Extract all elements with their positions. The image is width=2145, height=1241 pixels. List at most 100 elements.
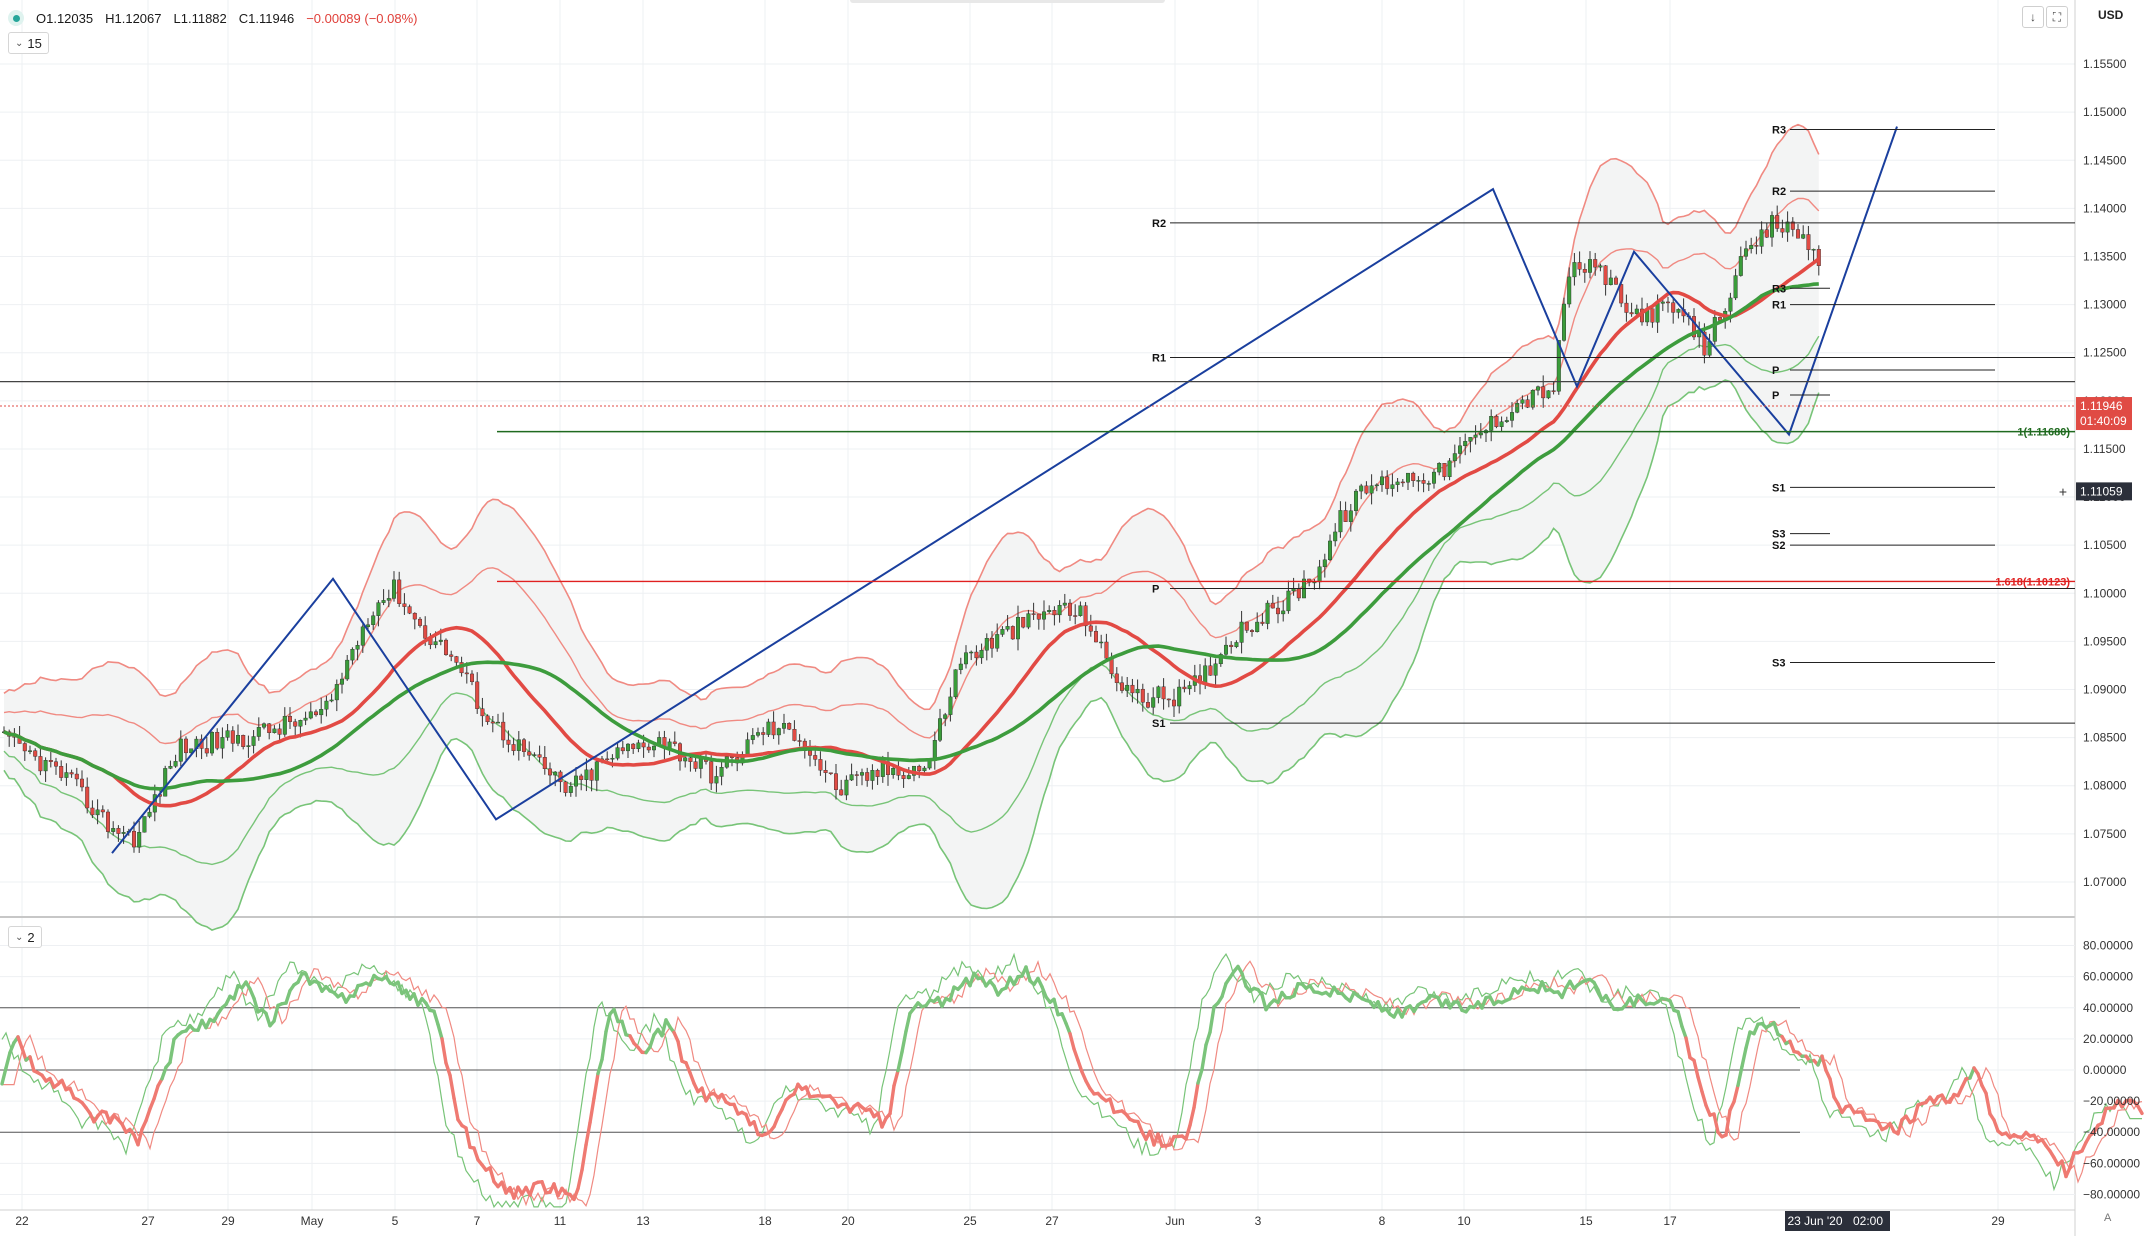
- ohlc-legend: O1.12035 H1.12067 L1.11882 C1.11946 −0.0…: [8, 6, 418, 30]
- osc-main-segment: [1206, 1032, 1210, 1045]
- candle-body: [1209, 666, 1213, 676]
- candle-body: [1573, 262, 1577, 276]
- candle-body: [382, 600, 386, 602]
- fib-1-label: 1(1.11680): [2017, 427, 2070, 439]
- oscillator-setting[interactable]: ⌄ 2: [8, 926, 42, 948]
- countdown-tag: 01:40:09: [2080, 414, 2127, 428]
- osc-main-segment: [1830, 1079, 1834, 1097]
- osc-main-segment: [1678, 1012, 1682, 1027]
- candle-body: [720, 767, 724, 776]
- y-tick-label: 1.13500: [2083, 250, 2127, 264]
- y-tick-label: 1.10500: [2083, 538, 2127, 552]
- top-drag-tab[interactable]: [850, 0, 1165, 3]
- candle-body: [548, 769, 552, 775]
- candle-body: [1656, 303, 1660, 322]
- candle-body: [1729, 298, 1733, 311]
- osc-main-segment: [890, 1086, 894, 1114]
- osc-main-segment: [906, 1013, 910, 1031]
- candle-body: [413, 613, 417, 619]
- x-tick-label: 27: [1045, 1214, 1059, 1228]
- interval-label: 15: [27, 36, 41, 51]
- candle-body: [1443, 463, 1447, 476]
- candle-body: [1276, 608, 1280, 614]
- candle-body: [1261, 622, 1265, 624]
- fullscreen-icon: ⛶: [2053, 10, 2061, 25]
- fullscreen-button[interactable]: ⛶: [2046, 6, 2068, 28]
- candle-body: [585, 770, 589, 780]
- candle-body: [1775, 215, 1779, 228]
- osc-main-segment: [1210, 1007, 1214, 1032]
- osc-main-segment: [602, 1032, 606, 1060]
- candle-body: [80, 779, 84, 787]
- candle-body: [91, 808, 95, 815]
- x-tick-label: 7: [474, 1214, 481, 1228]
- candle-body: [1323, 560, 1327, 567]
- candle-body: [65, 772, 69, 777]
- candle-body: [798, 741, 802, 742]
- pivot-label: R2: [1152, 218, 1166, 230]
- candle-body: [1396, 482, 1400, 485]
- candle-body: [569, 786, 573, 793]
- candle-body: [1297, 589, 1301, 598]
- interval-setting[interactable]: ⌄ 15: [8, 32, 49, 54]
- candle-body: [449, 655, 453, 657]
- osc-main-segment: [138, 1129, 142, 1144]
- candle-body: [288, 716, 292, 721]
- y-tick-label: 1.08000: [2083, 779, 2127, 793]
- candle-body: [387, 598, 391, 600]
- candle-body: [1536, 387, 1540, 391]
- candle-body: [1437, 463, 1441, 472]
- candle-body: [595, 762, 599, 781]
- candle-body: [361, 627, 365, 645]
- candle-body: [865, 772, 869, 780]
- pivot-label-right: R3: [1772, 283, 1786, 295]
- candle-body: [1042, 612, 1046, 619]
- x-tick-label: 13: [636, 1214, 650, 1228]
- candle-body: [455, 657, 459, 663]
- pivot-label-right: P: [1772, 365, 1779, 377]
- candle-body: [293, 722, 297, 727]
- candle-body: [1781, 228, 1785, 232]
- osc-y-tick-label: −20.00000: [2083, 1094, 2140, 1108]
- x-tick-label: 02:00: [1853, 1214, 1883, 1228]
- osc-main-segment: [2070, 1153, 2074, 1168]
- y-tick-label: 1.12500: [2083, 346, 2127, 360]
- candle-body: [1505, 420, 1509, 421]
- candle-body: [1453, 454, 1457, 461]
- osc-main-segment: [950, 987, 954, 1000]
- candle-body: [1448, 461, 1452, 477]
- candle-body: [210, 732, 214, 753]
- candle-body: [808, 751, 812, 756]
- candle-body: [813, 755, 817, 759]
- candle-body: [1801, 234, 1805, 238]
- candle-body: [845, 780, 849, 795]
- x-tick-label: 8: [1379, 1214, 1386, 1228]
- candle-body: [501, 722, 505, 740]
- candle-body: [1001, 629, 1005, 634]
- candle-body: [1141, 689, 1145, 702]
- candle-body: [1578, 262, 1582, 269]
- auto-scale-button[interactable]: A: [2104, 1212, 2111, 1224]
- candle-body: [434, 642, 438, 645]
- pivot-label-right: P: [1772, 390, 1779, 402]
- candle-body: [481, 709, 485, 716]
- down-arrow-button[interactable]: ↓: [2022, 6, 2044, 28]
- candle-body: [1391, 485, 1395, 489]
- candle-body: [673, 742, 677, 744]
- osc-main-segment: [1242, 973, 1246, 986]
- candle-body: [1510, 412, 1514, 420]
- x-tick-label: 5: [392, 1214, 399, 1228]
- oscillator-label: 2: [27, 930, 34, 945]
- y-tick-label: 1.08500: [2083, 731, 2127, 745]
- candle-body: [1380, 477, 1384, 485]
- candle-body: [106, 812, 110, 832]
- candle-body: [356, 645, 360, 649]
- candle-body: [1183, 687, 1187, 689]
- candle-body: [1162, 687, 1166, 699]
- candle-body: [371, 616, 375, 625]
- osc-main-segment: [1742, 1048, 1746, 1066]
- candle-body: [1406, 473, 1410, 482]
- currency-label: USD: [2098, 8, 2123, 22]
